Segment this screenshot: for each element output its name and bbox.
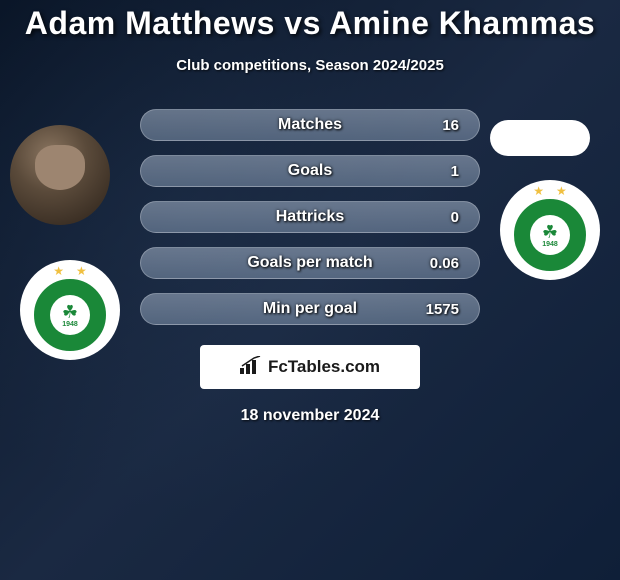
stats-list: Matches 16 Goals 1 Hattricks 0 Goals per… bbox=[140, 109, 480, 325]
shamrock-icon: ☘ bbox=[542, 223, 558, 241]
stat-label: Min per goal bbox=[263, 300, 357, 318]
shamrock-icon: ☘ bbox=[62, 303, 78, 321]
stat-row: Hattricks 0 bbox=[140, 201, 480, 233]
club-badge-left: ★ ★ ☘ 1948 bbox=[20, 260, 120, 360]
chart-icon bbox=[240, 356, 262, 379]
stat-value: 0 bbox=[451, 209, 459, 226]
brand-text: FcTables.com bbox=[268, 357, 380, 377]
player-right-placeholder bbox=[490, 120, 590, 156]
stat-label: Goals per match bbox=[247, 254, 372, 272]
brand-badge: FcTables.com bbox=[200, 345, 420, 389]
stat-value: 0.06 bbox=[430, 255, 459, 272]
comparison-title: Adam Matthews vs Amine Khammas bbox=[0, 5, 620, 42]
stat-row: Min per goal 1575 bbox=[140, 293, 480, 325]
date-label: 18 november 2024 bbox=[0, 407, 620, 425]
stat-value: 1575 bbox=[426, 301, 459, 318]
stat-label: Goals bbox=[288, 162, 332, 180]
club-badge-right: ★ ★ ☘ 1948 bbox=[500, 180, 600, 280]
stat-label: Hattricks bbox=[276, 208, 344, 226]
stat-value: 1 bbox=[451, 163, 459, 180]
season-subtitle: Club competitions, Season 2024/2025 bbox=[0, 57, 620, 74]
stat-label: Matches bbox=[278, 116, 342, 134]
badge-year: 1948 bbox=[542, 241, 558, 248]
stat-row: Goals 1 bbox=[140, 155, 480, 187]
stat-value: 16 bbox=[442, 117, 459, 134]
stat-row: Matches 16 bbox=[140, 109, 480, 141]
player-left-photo bbox=[10, 125, 110, 225]
stat-row: Goals per match 0.06 bbox=[140, 247, 480, 279]
badge-year: 1948 bbox=[62, 321, 78, 328]
